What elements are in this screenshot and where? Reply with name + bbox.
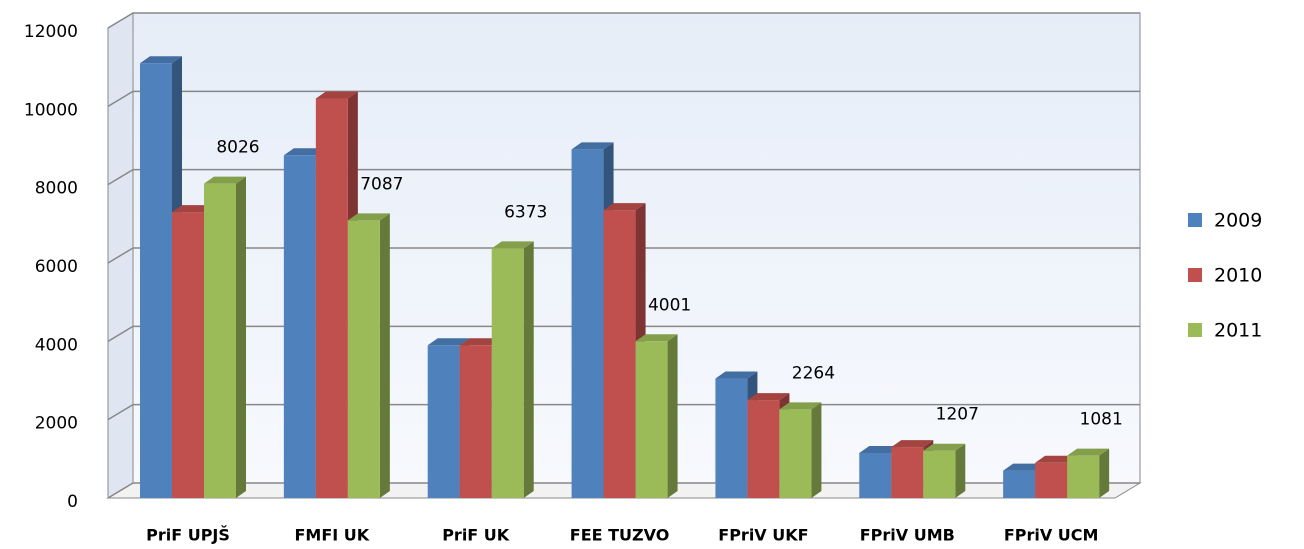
y-tick-label: 8000 (35, 179, 78, 199)
bar-front (283, 155, 316, 498)
bar-front (1035, 462, 1068, 498)
bar-front (427, 345, 460, 498)
bar-top (315, 91, 358, 99)
data-label: 7087 (360, 174, 403, 194)
bar-front (715, 378, 748, 498)
y-tick-label: 6000 (35, 257, 78, 277)
bar-top (347, 213, 390, 221)
data-label: 1207 (936, 405, 979, 425)
bar-top (891, 440, 934, 448)
bar-top (779, 402, 822, 410)
bar-side (236, 176, 246, 499)
x-tick-label: FEE TUZVO (570, 526, 670, 545)
bar-front (204, 183, 236, 499)
bar-front (140, 63, 172, 498)
bar-top (859, 445, 902, 453)
bar-top (1067, 448, 1110, 456)
bar (491, 241, 534, 498)
grid-line (107, 168, 1140, 186)
bar-front (635, 341, 668, 498)
bar (923, 443, 966, 498)
data-label: 8026 (216, 138, 259, 158)
bar-front (172, 212, 204, 499)
bar-front (923, 450, 956, 498)
x-tick-label: PriF UPJŠ (146, 526, 230, 545)
bar-top (1035, 455, 1078, 463)
x-tick-label: FPriV UKF (718, 526, 808, 545)
bar-top (283, 148, 326, 156)
bar-front (603, 210, 636, 498)
bar-side (811, 402, 822, 498)
bar-side (379, 213, 390, 498)
y-tick-label: 0 (67, 492, 78, 512)
bar (315, 91, 358, 498)
data-label: 2264 (792, 363, 835, 383)
legend-label: 2011 (1214, 320, 1262, 342)
legend-swatch (1188, 268, 1202, 282)
bar-top (715, 371, 758, 379)
bar-front (859, 452, 892, 498)
bar-top (603, 203, 646, 211)
legend-label: 2010 (1214, 265, 1262, 287)
bar (779, 402, 822, 498)
y-tick-label: 2000 (35, 414, 78, 434)
bar-top (204, 176, 246, 184)
grid-line (107, 247, 1140, 264)
bar (635, 334, 678, 498)
bar-front (491, 248, 524, 498)
y-tick-label: 10000 (24, 100, 78, 120)
bar-top (571, 142, 614, 150)
bar-top (140, 56, 182, 64)
bar-front (747, 400, 780, 498)
y-tick-label: 12000 (24, 22, 78, 42)
bar-front (779, 409, 812, 498)
grid-line (107, 325, 1140, 342)
bar-front (571, 149, 604, 498)
bar-top (1003, 463, 1046, 471)
bar (347, 213, 390, 498)
bar-side (523, 241, 534, 498)
x-tick-label: FPriV UMB (860, 526, 955, 545)
y-tick-label: 4000 (35, 335, 78, 355)
data-label: 1081 (1080, 410, 1123, 430)
bar-side (1099, 448, 1110, 498)
x-tick-label: FMFI UK (295, 526, 370, 545)
bar-front (459, 345, 492, 498)
bar-front (1003, 470, 1036, 498)
grid-line (107, 90, 1140, 107)
data-label: 6373 (504, 202, 547, 222)
bar-top (491, 241, 534, 249)
bar-top (635, 334, 678, 342)
bar (1067, 448, 1110, 498)
bar-top (427, 338, 470, 346)
bar-top (459, 338, 502, 346)
x-tick-label: FPriV UCM (1004, 526, 1099, 545)
bar-front (315, 98, 348, 498)
legend-swatch (1188, 323, 1202, 337)
bar (204, 176, 246, 499)
legend-swatch (1188, 213, 1202, 227)
grid-line (107, 12, 1140, 29)
data-label: 4001 (648, 295, 691, 315)
bar-top (923, 443, 966, 451)
bar-front (1067, 455, 1100, 498)
bar-top (747, 393, 790, 401)
bar-front (347, 220, 380, 498)
bar-front (891, 447, 924, 498)
x-tick-label: PriF UK (442, 526, 510, 545)
legend-label: 2009 (1214, 210, 1262, 232)
bar-side (667, 334, 678, 498)
bar-side (955, 443, 966, 498)
bar-top (172, 205, 214, 213)
